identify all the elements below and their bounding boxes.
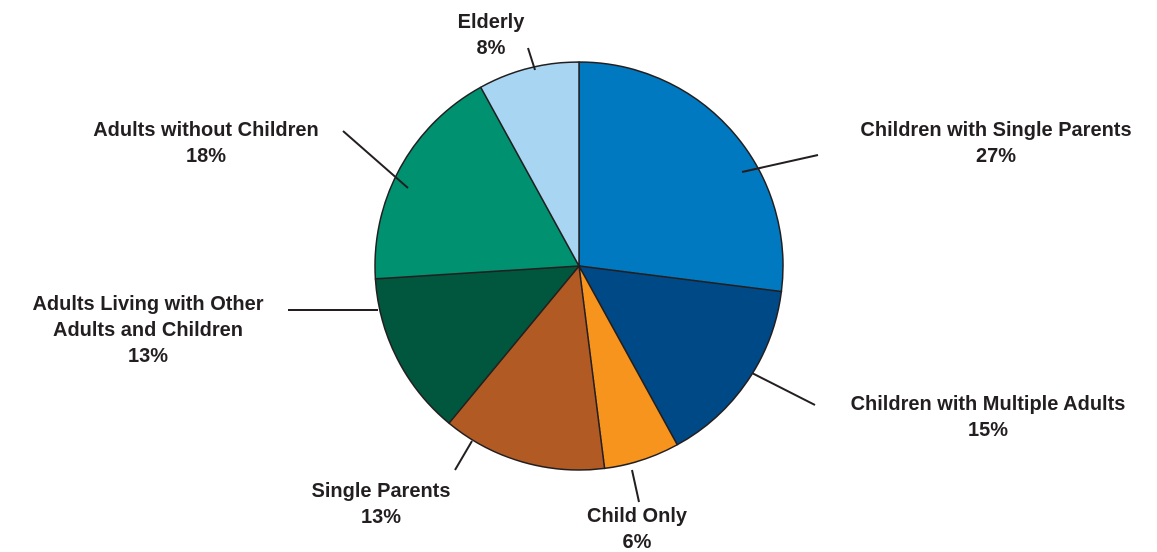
slice-value-label: 13%: [361, 506, 401, 528]
slice-label: Elderly 8%: [458, 11, 526, 59]
slice-value-label: 6%: [623, 531, 652, 552]
slice-label: Children with Single Parents 27%: [860, 119, 1131, 167]
slice-name-label: Child Only: [587, 505, 688, 527]
slice-name-label: Single Parents: [312, 480, 451, 502]
slice-name-label: Adults Living with Other: [32, 293, 263, 315]
slice-name-label: Children with Multiple Adults: [851, 393, 1126, 415]
leader-line: [631, 469, 640, 503]
leader-line: [751, 372, 816, 406]
slice-name-label: Children with Single Parents: [860, 119, 1131, 141]
slice-label: Single Parents 13%: [312, 480, 451, 528]
slice-name-label: Elderly: [458, 11, 526, 33]
slice-value-label: 13%: [128, 345, 168, 367]
leader-lines: [288, 47, 819, 503]
slice-label: Children with Multiple Adults 15%: [851, 393, 1126, 441]
slice-labels: Children with Single Parents 27%Children …: [32, 11, 1131, 552]
pie-slice-children-with-multiple-adults: [577, 265, 783, 446]
slice-value-label: 15%: [968, 419, 1008, 441]
leader-line: [527, 47, 536, 71]
slice-label: Child Only 6%: [587, 505, 688, 552]
leader-line: [342, 130, 409, 189]
leader-line: [741, 154, 819, 173]
slice-value-label: 18%: [186, 145, 226, 167]
leader-line: [454, 440, 473, 471]
slice-value-label: 27%: [976, 145, 1016, 167]
pie-slice-adults-living-with-other-adults-and-children: [374, 265, 581, 425]
slice-label: Adults without Children 18%: [93, 119, 319, 167]
pie-slice-single-parents: [447, 264, 606, 471]
pie-slice-children-with-single-parents: [578, 61, 784, 293]
slice-value-label: 8%: [477, 37, 506, 59]
slice-name-label: Adults without Children: [93, 119, 319, 141]
pie-slice-elderly: [479, 61, 580, 267]
pie-slices: [374, 61, 784, 471]
slice-label: Adults Living with Other Adults and Child…: [32, 293, 263, 367]
slice-name-label: Adults and Children: [53, 319, 243, 341]
pie-slice-adults-without-children: [374, 86, 581, 280]
